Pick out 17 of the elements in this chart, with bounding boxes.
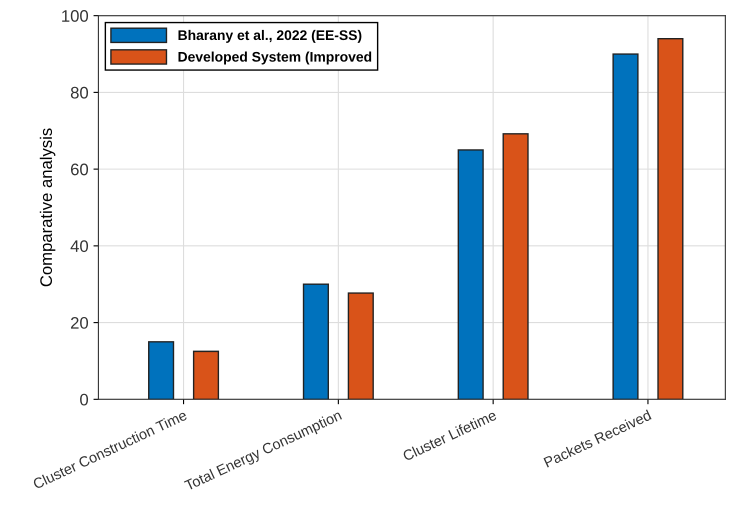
y-tick-label: 80 xyxy=(70,86,88,99)
legend-label: Bharany et al., 2022 (EE-SS) xyxy=(178,30,362,43)
y-tick-label: 0 xyxy=(80,394,88,406)
bar xyxy=(657,38,684,400)
bar xyxy=(302,284,329,400)
y-tick-label: 60 xyxy=(71,164,88,176)
y-tick-label: 100 xyxy=(62,10,88,22)
bar xyxy=(148,341,174,400)
bar xyxy=(192,350,220,400)
y-tick-label: 20 xyxy=(70,316,88,329)
bar xyxy=(612,53,639,400)
y-axis-title: Comparative analysis xyxy=(40,128,56,286)
bar xyxy=(348,292,374,400)
y-tick-label: 40 xyxy=(70,240,88,252)
bar xyxy=(502,133,529,400)
legend-label: Developed System (Improved xyxy=(178,52,372,64)
bar xyxy=(458,149,484,400)
